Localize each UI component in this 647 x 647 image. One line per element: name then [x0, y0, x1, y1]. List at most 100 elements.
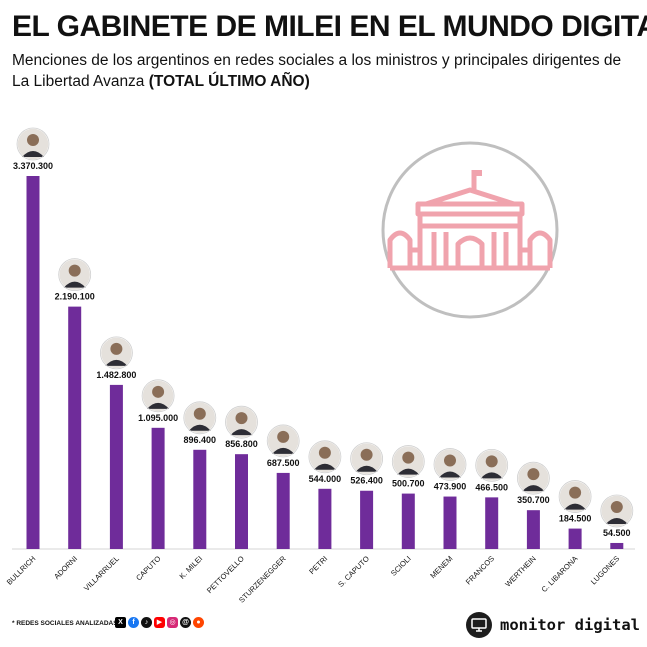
threads-icon: @: [180, 617, 191, 628]
avatar-head: [193, 407, 206, 420]
x-icon: X: [115, 617, 126, 628]
avatar-body: [480, 472, 503, 479]
bar: [610, 542, 624, 549]
data-label: 856.800: [225, 439, 258, 449]
tick-label: MENEM: [428, 554, 454, 580]
bar: [26, 176, 40, 549]
bar: [235, 454, 248, 549]
bar: [193, 449, 207, 549]
avatar-ring: [600, 494, 634, 528]
bar: [151, 427, 165, 549]
avatar-ring: [391, 445, 425, 478]
casa-rosada-icon: [381, 141, 559, 319]
bar: [568, 528, 582, 549]
tick-label: FRANCOS: [464, 554, 496, 586]
avatar-ring: [183, 401, 217, 435]
avatar-head: [444, 454, 456, 467]
avatar-head: [68, 264, 81, 277]
avatar-body: [230, 429, 253, 436]
avatar-head: [152, 385, 165, 398]
avatar-head: [610, 500, 623, 513]
data-label: 350.700: [517, 495, 550, 505]
youtube-icon: ▶: [154, 617, 165, 628]
avatar-ring: [350, 442, 384, 476]
social-icons: X f ♪ ▶ ◎ @ ●: [115, 617, 204, 628]
avatar-ring: [100, 336, 133, 370]
bar: [276, 472, 290, 549]
data-label: 473.900: [434, 482, 467, 492]
tick-label: WERTHEIN: [503, 554, 538, 589]
tick-label: LUGONES: [589, 554, 621, 586]
avatar-body: [63, 281, 86, 288]
bar: [318, 488, 332, 549]
subtitle-bold: (TOTAL ÚLTIMO AÑO): [148, 73, 310, 90]
avatar-head: [318, 446, 331, 459]
avatar-head: [360, 448, 373, 461]
bar: [68, 306, 82, 549]
data-label: 3.370.300: [13, 161, 53, 171]
avatar-body: [605, 517, 628, 524]
data-label: 466.500: [475, 482, 508, 492]
bar-chart: 3.370.300 BULLRICH 2.190.100 ADORNI 1.482.80…: [5, 127, 635, 605]
avatar-body: [439, 471, 461, 478]
avatar-body: [397, 468, 420, 475]
tick-label: PETTOVELLO: [205, 554, 246, 595]
chart-subtitle: Menciones de los argentinos en redes soc…: [12, 50, 622, 92]
avatar-ring: [141, 379, 175, 413]
tick-label: ADORNI: [52, 554, 79, 581]
avatar-head: [27, 134, 39, 146]
avatar-ring: [225, 405, 258, 439]
avatar-head: [110, 342, 123, 355]
social-networks-note: * REDES SOCIALES ANALIZADAS: [12, 620, 118, 627]
avatar-ring: [16, 127, 50, 161]
avatar-body: [272, 447, 295, 454]
reddit-icon: ●: [193, 617, 204, 628]
data-label: 526.400: [350, 476, 383, 486]
avatar-head: [485, 455, 498, 468]
avatar-body: [522, 485, 545, 492]
data-label: 54.500: [603, 528, 631, 538]
avatar-body: [188, 424, 211, 431]
avatar-ring: [58, 258, 92, 292]
avatar-body: [564, 503, 587, 510]
tiktok-icon: ♪: [141, 617, 152, 628]
bar: [360, 490, 374, 549]
tick-label: S. CAPUTO: [336, 554, 371, 589]
data-label: 1.095.000: [138, 413, 178, 423]
bar: [109, 384, 123, 549]
avatar-body: [313, 463, 336, 470]
avatar-head: [527, 468, 540, 481]
tick-label: SCIOLI: [389, 554, 413, 578]
avatar-ring: [308, 440, 342, 474]
avatar-head: [569, 486, 582, 499]
data-label: 687.500: [267, 458, 300, 468]
chart-title: EL GABINETE DE MILEI EN EL MUNDO DIGITAL: [12, 10, 647, 43]
facebook-icon: f: [128, 617, 139, 628]
avatar-body: [22, 151, 44, 157]
brand: monitor digital: [466, 612, 640, 638]
tick-label: K. MILEI: [178, 554, 205, 581]
subtitle-text: Menciones de los argentinos en redes soc…: [12, 52, 622, 90]
avatar-head: [402, 451, 415, 464]
bar: [485, 497, 499, 549]
avatar-ring: [433, 448, 467, 481]
avatar-ring: [266, 424, 300, 458]
data-label: 2.190.100: [55, 292, 95, 302]
data-label: 184.500: [559, 514, 592, 524]
tick-label: C. LIBARONA: [540, 554, 580, 594]
tick-label: CAPUTO: [134, 554, 162, 582]
bar: [526, 510, 540, 549]
avatar-body: [147, 402, 170, 409]
avatar-ring: [558, 480, 592, 513]
bar: [443, 496, 457, 549]
avatar-head: [277, 430, 290, 443]
brand-name: monitor digital: [500, 616, 640, 634]
avatar-ring: [475, 448, 509, 482]
avatar-body: [355, 465, 378, 472]
tick-label: BULLRICH: [5, 554, 38, 587]
avatar-ring: [517, 461, 550, 495]
data-label: 500.700: [392, 479, 425, 489]
data-label: 1.482.800: [96, 370, 136, 380]
data-label: 896.400: [184, 435, 217, 445]
tick-label: VILLARRUEL: [82, 554, 121, 593]
